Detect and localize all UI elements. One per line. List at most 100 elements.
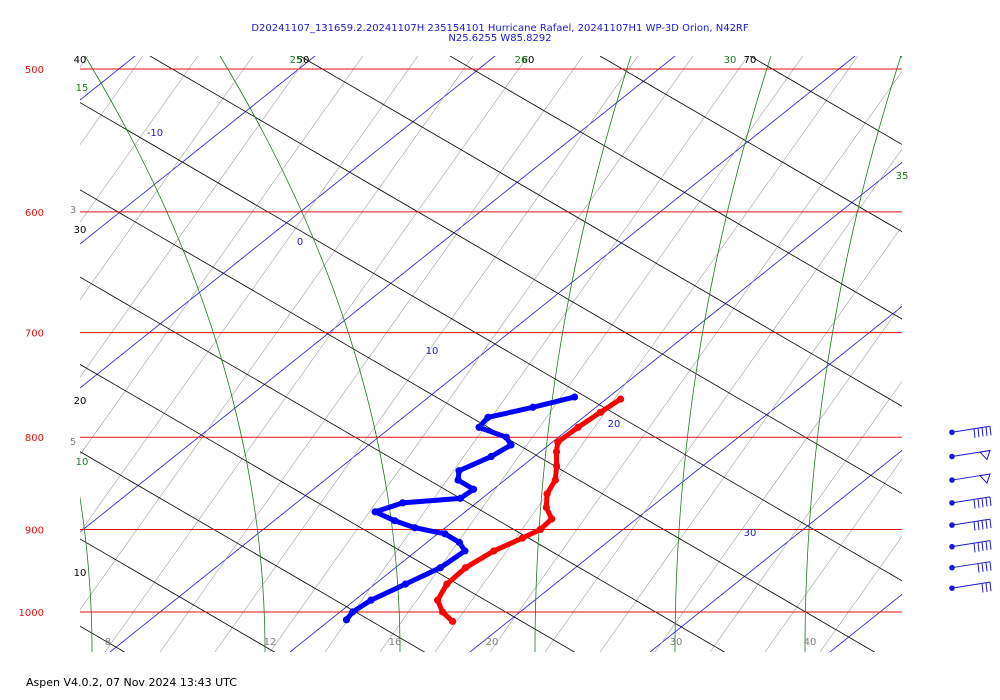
- temperature-profile-point: [553, 462, 561, 470]
- pressure-tick-label: 600: [25, 208, 44, 219]
- dry-adiabat-line: [80, 451, 426, 652]
- dewpoint-profile-point: [398, 499, 407, 507]
- dewpoint-profile-point: [470, 485, 478, 493]
- wind-barb: [949, 473, 991, 485]
- dry-adiabat-line: [149, 56, 902, 494]
- chart-subtitle: N25.6255 W85.8292: [448, 33, 552, 44]
- isotherm-line: [469, 305, 902, 652]
- wind-barb: [949, 518, 992, 531]
- mixing-ratio-line: [80, 56, 364, 456]
- mixing-ratio-line: [80, 56, 419, 533]
- moist-adiabat-label: 10: [76, 457, 89, 468]
- dry-adiabat-label: 30: [74, 225, 87, 236]
- mixing-ratio-line: [80, 56, 89, 68]
- dry-adiabat-line: [80, 102, 902, 582]
- dewpoint-profile-point: [436, 564, 444, 572]
- isotherm-label: -10: [147, 128, 163, 139]
- mixing-ratio-line: [709, 380, 902, 652]
- temperature-profile-point: [439, 608, 447, 616]
- dewpoint-profile-point: [487, 452, 495, 461]
- isotherm-line: [80, 56, 676, 533]
- temperature-profile-point: [518, 534, 526, 542]
- temperature-profile-point: [490, 547, 498, 555]
- dewpoint-profile-point: [475, 423, 483, 431]
- footer-version: Aspen V4.0.2, 07 Nov 2024 13:43 UTC: [26, 676, 237, 689]
- isotherm-line: [80, 56, 496, 389]
- dry-adiabat-line: [80, 363, 576, 652]
- dewpoint-profile-point: [461, 547, 469, 555]
- moist-adiabat-line: [674, 56, 772, 652]
- dry-adiabat-line: [80, 276, 726, 652]
- wind-barb: [949, 561, 992, 573]
- wind-barb: [949, 449, 991, 461]
- mixing-ratio-line: [80, 56, 199, 223]
- temperature-tick-label: 8: [105, 637, 111, 648]
- wind-barb: [949, 540, 992, 553]
- temperature-profile-point: [443, 580, 451, 588]
- dry-adiabat-label: 20: [74, 396, 87, 407]
- mixing-ratio-label: 5: [70, 437, 76, 448]
- mixing-ratio-line: [80, 56, 309, 378]
- chart-title: D20241107_131659.2.20241107H 235154101 H…: [251, 23, 749, 34]
- dry-adiabat-line: [80, 189, 876, 652]
- mixing-ratio-line: [80, 56, 144, 146]
- temperature-profile-point: [542, 503, 550, 511]
- dry-adiabat-line: [80, 538, 276, 652]
- dewpoint-profile-point: [367, 596, 375, 604]
- moist-adiabat-label: 15: [76, 83, 89, 94]
- dewpoint-profile-point: [455, 467, 463, 475]
- dry-adiabat-line: [749, 56, 902, 145]
- pressure-tick-label: 800: [25, 433, 44, 444]
- isotherm-label: 30: [744, 528, 757, 539]
- isotherm-line: [80, 56, 316, 245]
- isotherm-line: [649, 449, 902, 652]
- temperature-profile-point: [536, 525, 544, 534]
- mixing-ratio-line: [0, 46, 40, 652]
- temperature-profile-point: [551, 476, 559, 484]
- dry-adiabat-line: [299, 56, 902, 407]
- temperature-tick-label: 16: [389, 637, 402, 648]
- dry-adiabat-label: 70: [744, 55, 757, 66]
- isotherm-line: [0, 4, 20, 658]
- temperature-profile-point: [461, 564, 470, 572]
- wind-barb: [949, 496, 992, 509]
- temperature-profile-point: [574, 423, 582, 431]
- mixing-ratio-line: [654, 303, 902, 652]
- dewpoint-profile-point: [456, 494, 465, 502]
- temperature-tick-label: 40: [804, 637, 817, 648]
- dewpoint-profile-point: [401, 580, 410, 588]
- pressure-tick-label: 1000: [19, 608, 44, 619]
- mixing-ratio-line: [214, 56, 639, 652]
- dry-adiabat-line: [899, 56, 902, 58]
- dewpoint-profile-point: [570, 393, 579, 401]
- dry-adiabat-line: [599, 56, 902, 233]
- moist-adiabat-label: 25: [290, 55, 303, 66]
- dewpoint-profile-point: [349, 608, 357, 616]
- dewpoint-profile-point: [371, 508, 379, 516]
- temperature-profile-point: [448, 617, 457, 625]
- dry-adiabat-label: 60: [522, 55, 535, 66]
- isotherm-line: [829, 593, 902, 652]
- dewpoint-profile-point: [502, 433, 510, 441]
- moist-adiabat-line: [219, 56, 401, 652]
- temperature-profile-point: [543, 490, 551, 498]
- isotherm-label: 20: [608, 419, 621, 430]
- moist-adiabat-line: [534, 56, 632, 652]
- isotherm-label: 0: [297, 237, 303, 248]
- moist-adiabat-label: 35: [896, 171, 909, 182]
- wind-barb: [949, 425, 992, 438]
- isotherm-line: [109, 56, 856, 652]
- isotherm-line: [289, 161, 902, 652]
- pressure-tick-label: 700: [25, 329, 44, 340]
- mixing-ratio-line: [599, 225, 902, 652]
- dry-adiabat-label: 50: [297, 55, 310, 66]
- mixing-ratio-line: [764, 458, 902, 652]
- temperature-profile-point: [433, 596, 442, 604]
- moist-adiabat-line: [804, 56, 902, 652]
- dewpoint-profile-point: [342, 616, 351, 624]
- mixing-ratio-line: [324, 56, 749, 652]
- temperature-tick-label: 12: [264, 637, 277, 648]
- mixing-ratio-line: [544, 148, 902, 652]
- dry-adiabat-label: 40: [74, 55, 87, 66]
- dewpoint-profile-point: [391, 517, 399, 525]
